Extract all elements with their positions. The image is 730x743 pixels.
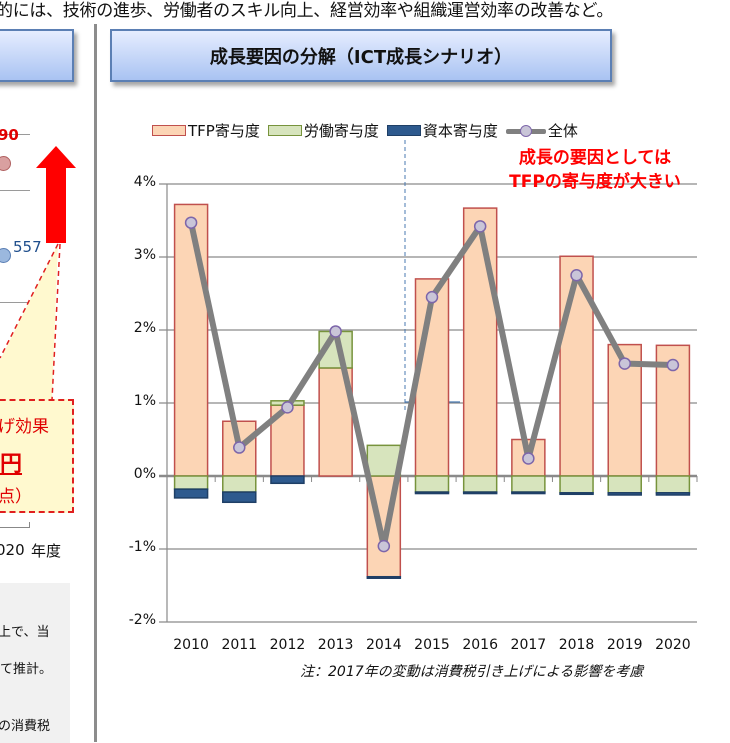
callout-box [0, 399, 74, 513]
y-tick-label: 3% [133, 247, 156, 263]
note-line: の消費税 [0, 719, 51, 734]
legend-label-capital: 資本寄与度 [422, 122, 498, 140]
total-marker-2020 [666, 358, 680, 372]
bar-capital-2018 [559, 492, 594, 496]
legend-label-total: 全体 [547, 122, 578, 140]
total-marker-2018 [570, 269, 583, 282]
y-tick-label: 0% [133, 466, 156, 482]
x-tick-label: 2014 [365, 637, 402, 653]
x-tick-label: 2010 [173, 637, 209, 653]
annotation-line2: TFPの寄与度が大きい [509, 172, 681, 192]
bar-tfp-2010 [173, 203, 209, 477]
chart-annotation: 成長の要因としては TFPの寄与度が大きい [470, 146, 720, 194]
x-tick-label: 2013 [317, 637, 354, 653]
bar-labor-2019 [607, 475, 642, 494]
note-line: 上で、当 [0, 625, 50, 640]
total-marker-2011 [233, 441, 246, 454]
left-chart-gridline [0, 302, 30, 303]
bar-tfp-2016 [462, 207, 498, 477]
up-arrow-icon [36, 146, 76, 168]
left-chart-x-axis [0, 527, 30, 528]
legend-label-tfp: TFP寄与度 [188, 122, 260, 140]
callout-text-line2: 円 [0, 452, 23, 477]
bar-capital-2019 [607, 492, 642, 496]
bar-tfp-2018 [559, 255, 594, 477]
bar-capital-2020 [655, 492, 691, 496]
total-marker-2012 [281, 401, 294, 414]
x-tick-label: 2011 [221, 637, 258, 653]
left-chart-tick [29, 522, 30, 528]
legend-label-labor: 労働寄与度 [303, 122, 379, 140]
left-chart-value-blue: 557 [13, 238, 42, 256]
left-chart-marker-red [0, 156, 11, 171]
bar-capital-2012 [270, 475, 305, 485]
left-chart-value-red: 90 [0, 126, 19, 144]
total-marker-2013 [329, 325, 342, 338]
callout-text-line3: 点） [0, 487, 32, 507]
chart-legend: TFP寄与度 労働寄与度 資本寄与度 全体 [152, 120, 586, 141]
bar-capital-2011 [222, 491, 257, 504]
left-chart-gridline [0, 190, 30, 191]
total-marker-2016 [473, 220, 487, 233]
bar-labor-2020 [655, 475, 691, 494]
total-marker-2015 [425, 290, 439, 304]
bar-capital-2015 [414, 491, 450, 495]
y-tick-label: 4% [133, 174, 156, 190]
legend-item-capital: 資本寄与度 [386, 120, 498, 141]
legend-swatch-tfp [152, 125, 186, 136]
note-line: て推計。 [0, 662, 53, 677]
x-tick-label: 2017 [510, 637, 547, 653]
legend-item-tfp: TFP寄与度 [152, 120, 260, 141]
total-marker-2017 [522, 452, 535, 465]
bar-labor-2011 [222, 475, 257, 493]
legend-item-total: 全体 [505, 120, 578, 141]
bar-capital-2010 [173, 488, 209, 499]
total-marker-2010 [184, 216, 198, 229]
left-chart-marker-blue [0, 248, 11, 263]
legend-line-total [505, 124, 546, 137]
x-tick-label: 2019 [606, 637, 643, 653]
callout-text-line1: げ効果 [0, 417, 49, 437]
bar-capital-2014 [366, 575, 402, 579]
bar-capital-2017 [511, 491, 546, 495]
bar-labor-2015 [414, 475, 450, 493]
legend-item-labor: 労働寄与度 [267, 120, 379, 141]
y-tick-label: 2% [133, 320, 156, 336]
bar-labor-2018 [559, 475, 594, 494]
x-tick-label: 2018 [558, 637, 595, 653]
annotation-line1: 成長の要因としては [518, 148, 672, 168]
left-notes-box: 上で、当 て推計。 の消費税 [0, 583, 70, 743]
y-tick-label: -2% [128, 612, 156, 628]
x-tick-label: 2020 [655, 637, 691, 653]
chart-title: 成長要因の分解（ICT成長シナリオ） [209, 46, 513, 68]
bar-labor-2010 [173, 475, 209, 490]
x-tick-label: 2012 [269, 637, 306, 653]
chart-footnote: 注：2017年の変動は消費税引き上げによる影響を考慮 [300, 664, 644, 680]
legend-swatch-capital [386, 125, 421, 136]
chart-title-box: 成長要因の分解（ICT成長シナリオ） [110, 29, 612, 82]
total-marker-2014 [377, 539, 391, 553]
left-panel-title-box [0, 29, 74, 82]
legend-swatch-labor [267, 125, 302, 136]
callout-pointer [0, 243, 61, 401]
left-chart-axis-unit: 年度 [31, 542, 62, 560]
x-tick-label: 2016 [462, 637, 498, 653]
total-marker-2019 [618, 357, 631, 370]
bar-labor-2016 [462, 475, 498, 493]
panel-divider [94, 24, 97, 742]
left-chart-gridline [0, 134, 30, 135]
up-arrow-shaft [46, 165, 66, 243]
bar-capital-2016 [462, 491, 498, 495]
y-tick-label: -1% [128, 539, 156, 555]
x-tick-label: 2015 [414, 637, 450, 653]
y-tick-label: 1% [133, 393, 156, 409]
bar-labor-2017 [511, 475, 546, 493]
intro-text: 的には、技術の進歩、労働者のスキル向上、経営効率や組織運営効率の改善など。 [0, 1, 614, 21]
left-chart-year-label: 020 [0, 541, 25, 559]
